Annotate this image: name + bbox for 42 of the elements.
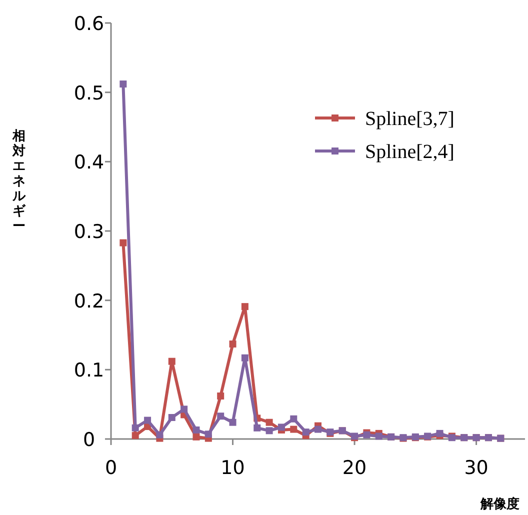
y-tick-label: 0.1	[74, 360, 104, 382]
point	[302, 428, 310, 436]
y-tick-label: 0	[82, 429, 96, 451]
point	[168, 358, 176, 365]
point	[168, 414, 176, 422]
legend-label: Spline[2,4]	[365, 141, 454, 163]
point	[217, 412, 224, 420]
point	[254, 424, 261, 432]
point	[192, 426, 200, 434]
point	[266, 427, 273, 434]
point	[204, 430, 212, 438]
point	[266, 418, 273, 426]
point	[229, 418, 236, 426]
point	[132, 432, 139, 440]
point	[375, 432, 382, 440]
point	[192, 433, 200, 440]
x-tick-label: 20	[342, 457, 367, 479]
point	[120, 80, 127, 88]
point	[241, 303, 248, 310]
point	[314, 426, 322, 433]
legend-label: Spline[3,7]	[365, 108, 454, 130]
point	[278, 424, 285, 431]
point	[180, 406, 188, 413]
y-tick-label: 0.6	[74, 13, 104, 35]
point	[241, 354, 248, 362]
point	[132, 424, 139, 432]
y-tick-label: 0.4	[74, 152, 104, 174]
point	[144, 416, 152, 424]
point	[217, 392, 224, 400]
point	[120, 239, 127, 246]
point	[229, 340, 236, 348]
point	[436, 430, 444, 437]
y-axis-title: 相対エネルギー	[12, 129, 26, 234]
point	[290, 415, 298, 422]
y-tick-label: 0.3	[74, 221, 104, 243]
x-axis-title: 解像度	[480, 496, 520, 512]
point	[290, 426, 298, 433]
point	[156, 431, 164, 438]
y-tick-label: 0.2	[74, 290, 104, 312]
x-tick-label: 30	[464, 457, 488, 479]
x-tick-label: 10	[220, 457, 245, 479]
y-tick-label: 0.5	[74, 82, 104, 104]
